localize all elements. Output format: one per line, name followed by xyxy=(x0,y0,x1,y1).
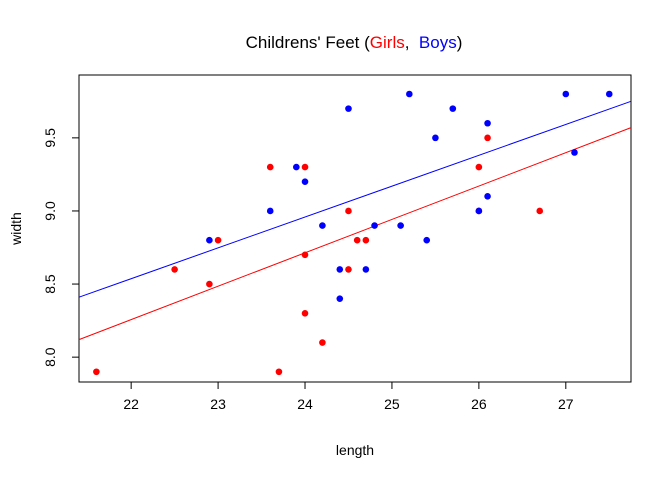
point-girls xyxy=(301,309,309,317)
point-girls xyxy=(171,266,178,273)
point-girls xyxy=(206,280,213,288)
point-boys xyxy=(571,149,578,156)
point-girls xyxy=(301,251,309,259)
point-girls xyxy=(536,207,544,215)
fit-lines xyxy=(78,100,632,341)
point-boys xyxy=(336,295,344,302)
fit-line-boys xyxy=(78,100,632,298)
data-points xyxy=(93,90,613,376)
point-boys xyxy=(449,105,457,112)
point-girls xyxy=(319,339,326,346)
point-girls xyxy=(275,368,283,376)
x-tick-label: 22 xyxy=(123,396,139,412)
point-boys xyxy=(345,105,352,112)
y-tick-label: 9.0 xyxy=(42,201,58,221)
point-girls xyxy=(214,236,222,244)
point-girls xyxy=(301,163,309,171)
x-tick-label: 25 xyxy=(384,396,400,412)
point-boys xyxy=(336,266,344,273)
x-tick-label: 27 xyxy=(558,396,574,412)
title-girls-label: Girls xyxy=(370,33,405,52)
point-boys xyxy=(319,222,326,229)
point-boys xyxy=(362,266,370,273)
point-girls xyxy=(475,163,483,171)
point-boys xyxy=(562,90,570,98)
point-boys xyxy=(475,207,483,215)
x-tick-label: 24 xyxy=(297,396,313,412)
y-axis-title: width xyxy=(8,212,24,246)
point-boys xyxy=(266,207,274,215)
title-prefix: Childrens' Feet ( xyxy=(246,33,371,52)
x-axis-title: length xyxy=(336,442,374,458)
point-boys xyxy=(605,90,613,98)
point-girls xyxy=(345,266,352,273)
point-boys xyxy=(484,193,491,200)
point-boys xyxy=(301,178,309,186)
point-girls xyxy=(345,207,352,215)
point-boys xyxy=(484,119,491,127)
point-boys xyxy=(371,222,378,229)
point-girls xyxy=(93,368,100,376)
title-separator: , xyxy=(405,33,419,52)
point-boys xyxy=(406,90,413,98)
y-tick-label: 8.0 xyxy=(42,347,58,367)
title-boys-label: Boys xyxy=(419,33,457,52)
y-tick-label: 9.5 xyxy=(42,128,58,148)
point-girls xyxy=(266,163,274,171)
chart-title: Childrens' Feet (Girls, Boys) xyxy=(246,33,463,52)
point-boys xyxy=(397,222,404,229)
x-axis: 22 23 24 25 26 27 xyxy=(123,382,574,412)
y-tick-label: 8.5 xyxy=(42,274,58,294)
point-girls xyxy=(353,236,361,244)
point-girls xyxy=(362,236,370,244)
y-axis: 8.0 8.5 9.0 9.5 xyxy=(42,128,79,367)
point-boys xyxy=(293,163,300,171)
title-suffix: ) xyxy=(457,33,463,52)
point-boys xyxy=(206,236,213,244)
x-tick-label: 26 xyxy=(471,396,487,412)
x-tick-label: 23 xyxy=(210,396,226,412)
point-boys xyxy=(423,236,431,244)
point-boys xyxy=(432,134,439,142)
plot-area-frame xyxy=(78,74,632,383)
fit-line-girls xyxy=(78,127,632,341)
point-girls xyxy=(484,134,491,142)
